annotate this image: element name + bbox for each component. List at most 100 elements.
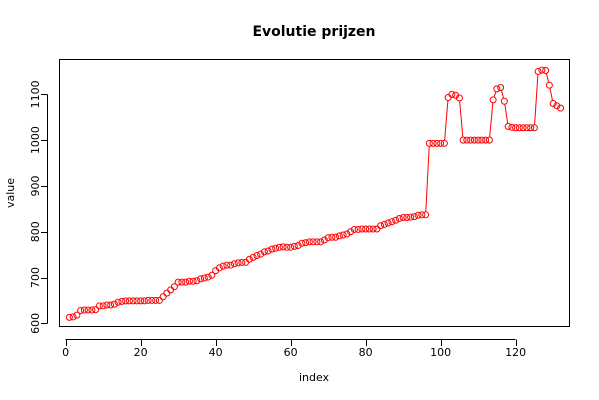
data-point	[230, 260, 238, 268]
data-point	[500, 97, 508, 105]
data-point	[298, 239, 306, 247]
data-point	[444, 94, 452, 102]
data-point	[407, 213, 415, 221]
data-point	[410, 213, 418, 221]
data-point	[440, 139, 448, 147]
data-point	[159, 293, 167, 301]
data-point	[197, 275, 205, 283]
series-segment	[534, 74, 539, 125]
data-point	[362, 225, 370, 233]
data-point	[512, 124, 520, 132]
data-point	[69, 313, 77, 321]
data-point	[332, 233, 340, 241]
data-point	[309, 238, 317, 246]
x-tick-label: 80	[359, 346, 373, 359]
data-point	[504, 122, 512, 130]
data-point	[335, 232, 343, 240]
data-point	[418, 211, 426, 219]
data-point	[268, 245, 276, 253]
data-point	[189, 277, 197, 285]
data-point	[178, 278, 186, 286]
data-point	[425, 139, 433, 147]
data-point	[422, 211, 430, 219]
data-point	[257, 250, 265, 258]
chart-title: Evolutie prijzen	[252, 24, 375, 40]
y-tick-label: 900	[29, 175, 42, 196]
data-point	[399, 214, 407, 222]
data-point	[343, 230, 351, 238]
data-point	[328, 233, 336, 241]
data-point	[515, 124, 523, 132]
x-tick-label: 40	[209, 346, 223, 359]
data-point	[497, 83, 505, 91]
data-point	[478, 136, 486, 144]
data-point	[114, 298, 122, 306]
data-point	[519, 124, 527, 132]
x-tick-label: 20	[134, 346, 148, 359]
data-point	[249, 253, 257, 261]
y-tick-label: 700	[29, 267, 42, 288]
data-point	[557, 104, 565, 112]
data-point	[350, 225, 358, 233]
series-segment	[504, 104, 509, 124]
data-point	[523, 124, 531, 132]
data-point	[122, 297, 130, 305]
series-segment	[444, 100, 449, 141]
data-point	[530, 124, 538, 132]
data-point	[163, 289, 171, 297]
data-point	[77, 307, 85, 315]
data-point	[80, 306, 88, 314]
data-point	[275, 243, 283, 251]
x-tick-label: 0	[62, 346, 69, 359]
series-segment	[500, 90, 505, 99]
data-point	[133, 297, 141, 305]
data-point	[140, 297, 148, 305]
data-point	[279, 243, 287, 251]
data-point	[384, 219, 392, 227]
data-point	[118, 297, 126, 305]
data-point	[459, 136, 467, 144]
data-point	[264, 247, 272, 255]
data-point	[200, 274, 208, 282]
data-point	[489, 96, 497, 104]
data-point	[545, 81, 553, 89]
data-point	[182, 278, 190, 286]
series-segment	[545, 73, 550, 83]
data-point	[324, 234, 332, 242]
data-point	[485, 136, 493, 144]
data-point	[152, 296, 160, 304]
data-point	[474, 136, 482, 144]
y-tick-label: 1000	[29, 126, 42, 154]
data-point	[429, 139, 437, 147]
data-point	[167, 286, 175, 294]
data-point	[88, 306, 96, 314]
data-point	[107, 301, 115, 309]
series-segment	[493, 91, 497, 98]
data-point	[294, 241, 302, 249]
data-point	[538, 66, 546, 74]
data-point	[302, 239, 310, 247]
series-segment	[425, 146, 430, 212]
data-point	[234, 259, 242, 267]
data-point	[392, 216, 400, 224]
data-point	[84, 306, 92, 314]
data-point	[208, 271, 216, 279]
data-point	[549, 100, 557, 108]
data-point	[155, 296, 163, 304]
data-point	[388, 218, 396, 226]
data-point	[103, 301, 111, 309]
data-point	[305, 238, 313, 246]
y-tick-label: 800	[29, 221, 42, 242]
data-point	[377, 222, 385, 230]
data-point	[283, 243, 291, 251]
data-point	[339, 231, 347, 239]
data-point	[313, 238, 321, 246]
x-tick-label: 120	[505, 346, 526, 359]
data-point	[463, 136, 471, 144]
data-point	[245, 255, 253, 263]
y-axis: 600 700 800 900 1000 1100	[29, 80, 48, 334]
y-tick-label: 600	[29, 313, 42, 334]
data-point	[287, 243, 295, 251]
data-point	[227, 261, 235, 269]
data-point	[414, 211, 422, 219]
